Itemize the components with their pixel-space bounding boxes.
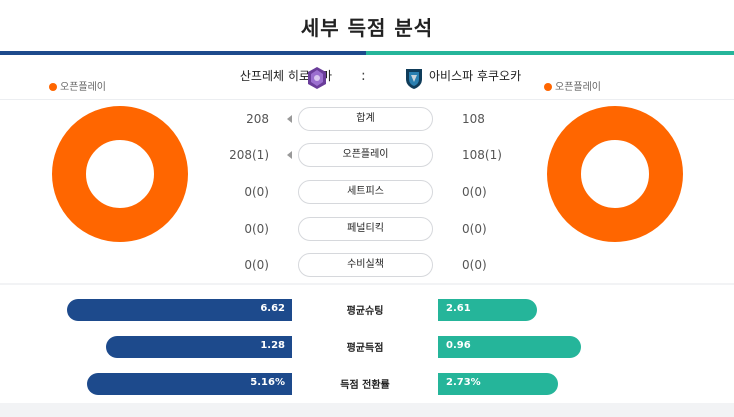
away-stat-value: 0(0) — [462, 258, 487, 272]
home-stat-value: 0(0) — [244, 258, 269, 272]
away-open-play-donut — [547, 106, 683, 242]
teams-row: 오픈플레이 산프레체 히로시마 : 아비스파 후쿠오카 오픈플레이 — [0, 56, 734, 100]
away-comparison-value: 2.61 — [446, 303, 471, 314]
home-stat-value: 208 — [246, 112, 269, 126]
away-comparison-bar: 0.96 — [438, 336, 581, 358]
team-separator: : — [361, 68, 366, 84]
home-comparison-bar: 1.28 — [106, 336, 292, 358]
comparison-label: 평균득점 — [346, 343, 384, 354]
home-stat-value: 208(1) — [229, 148, 269, 162]
caret-left-icon — [287, 151, 292, 159]
comparison-label: 평균슈팅 — [346, 306, 384, 317]
home-stat-value: 0(0) — [244, 185, 269, 199]
legend-dot-icon — [49, 83, 57, 91]
stat-button-total[interactable]: 합계 — [298, 107, 433, 131]
home-comparison-bar: 6.62 — [67, 299, 292, 321]
home-comparison-bar: 5.16% — [87, 373, 292, 395]
comparison-panel: 6.62 평균슈팅 2.61 1.28 평균득점 0.96 5.16% 득점 전… — [0, 285, 734, 403]
away-stat-value: 108(1) — [462, 148, 502, 162]
away-stat-value: 0(0) — [462, 185, 487, 199]
stat-row-defensive-error: 0(0) 수비실책 0(0) — [0, 252, 734, 278]
home-legend: 오픈플레이 — [49, 78, 106, 93]
header: 세부 득점 분석 — [0, 0, 734, 56]
stat-button-defensive-error[interactable]: 수비실책 — [298, 253, 433, 277]
comparison-label: 득점 전환률 — [340, 380, 390, 391]
legend-dot-icon — [544, 83, 552, 91]
away-legend: 오픈플레이 — [544, 78, 601, 93]
away-comparison-bar: 2.61 — [438, 299, 537, 321]
avispa-crest-icon[interactable] — [402, 66, 426, 90]
home-comparison-value: 6.62 — [260, 303, 285, 314]
away-legend-label: 오픈플레이 — [555, 82, 601, 93]
away-team-name[interactable]: 아비스파 후쿠오카 — [429, 69, 522, 83]
away-stat-value: 108 — [462, 112, 485, 126]
page-title: 세부 득점 분석 — [300, 16, 434, 40]
home-open-play-donut — [52, 106, 188, 242]
sanfrecce-crest-icon[interactable] — [305, 66, 329, 90]
score-analysis-panel: 오픈플레이 산프레체 히로시마 : 아비스파 후쿠오카 오픈플레이 208 — [0, 56, 734, 283]
stat-row-open-play: 208(1) 오픈플레이 108(1) — [0, 142, 734, 168]
stat-row-penalty: 0(0) 페널티킥 0(0) — [0, 216, 734, 242]
comparison-row-conversion-rate: 5.16% 득점 전환률 2.73% — [0, 373, 734, 395]
stat-button-set-piece[interactable]: 세트피스 — [298, 180, 433, 204]
home-comparison-value: 5.16% — [250, 377, 285, 388]
away-comparison-value: 0.96 — [446, 340, 471, 351]
home-comparison-value: 1.28 — [260, 340, 285, 351]
away-comparison-bar: 2.73% — [438, 373, 558, 395]
away-comparison-value: 2.73% — [446, 377, 481, 388]
stat-button-open-play[interactable]: 오픈플레이 — [298, 143, 433, 167]
comparison-row-avg-goals: 1.28 평균득점 0.96 — [0, 336, 734, 358]
caret-left-icon — [287, 115, 292, 123]
home-stat-value: 0(0) — [244, 222, 269, 236]
away-color-bar — [366, 51, 734, 55]
stat-button-penalty[interactable]: 페널티킥 — [298, 217, 433, 241]
stat-row-total: 208 합계 108 — [0, 106, 734, 132]
away-stat-value: 0(0) — [462, 222, 487, 236]
home-color-bar — [0, 51, 366, 55]
stat-row-set-piece: 0(0) 세트피스 0(0) — [0, 179, 734, 205]
comparison-row-avg-shots: 6.62 평균슈팅 2.61 — [0, 299, 734, 321]
home-legend-label: 오픈플레이 — [60, 82, 106, 93]
